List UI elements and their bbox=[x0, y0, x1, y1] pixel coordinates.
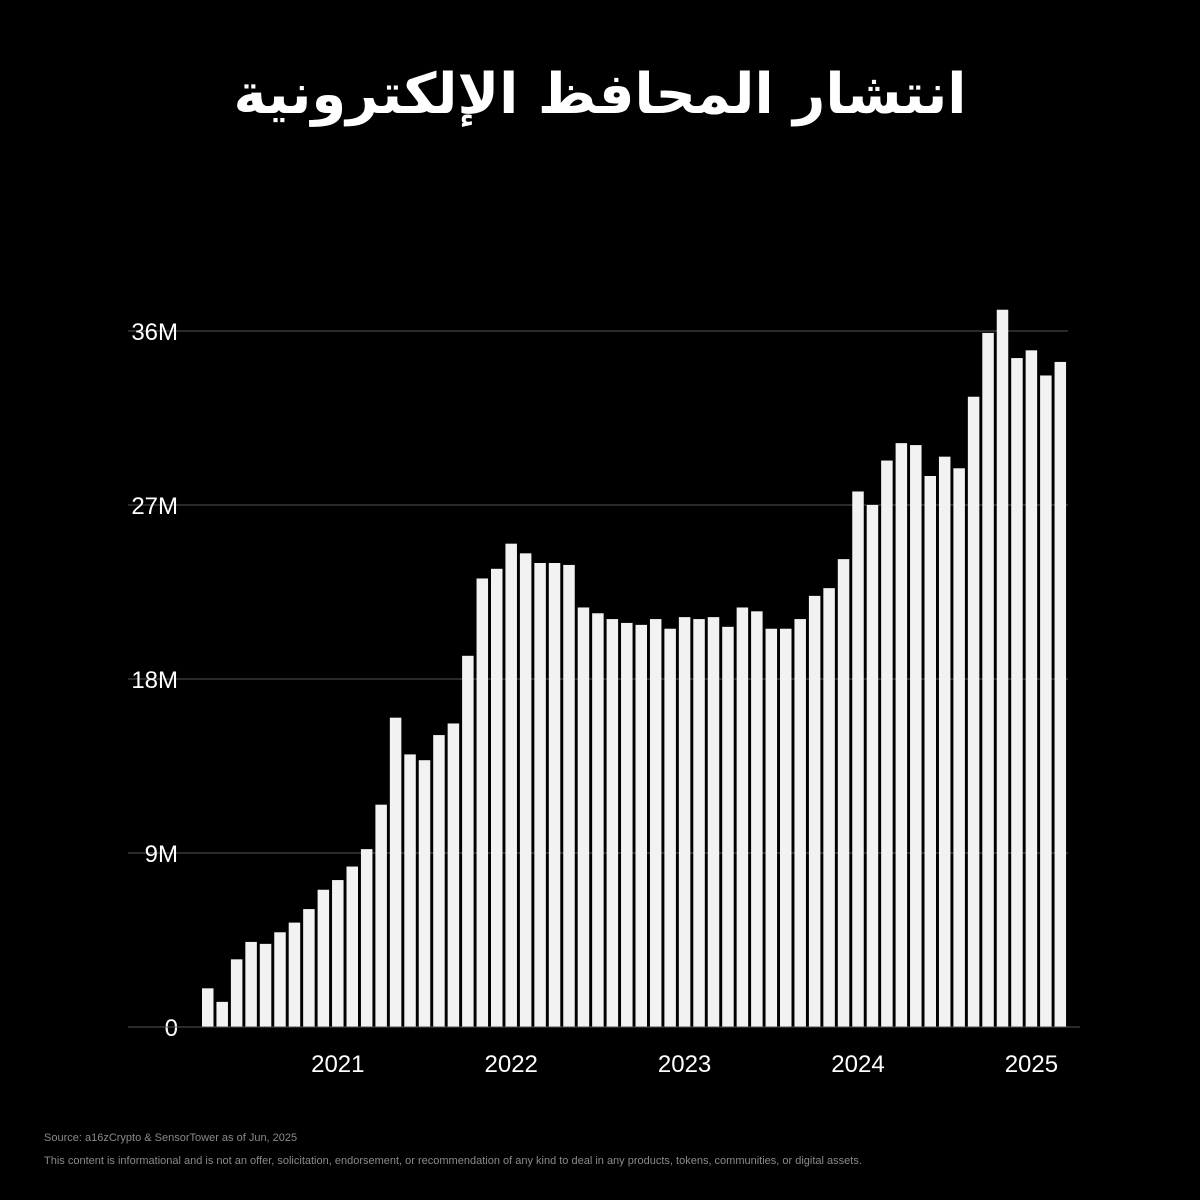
bar bbox=[433, 735, 445, 1027]
bar bbox=[476, 578, 489, 1027]
bar bbox=[303, 909, 315, 1027]
bar bbox=[780, 628, 792, 1027]
bar bbox=[563, 564, 575, 1027]
disclaimer-note: This content is informational and is not… bbox=[44, 1155, 862, 1167]
bar bbox=[794, 619, 806, 1027]
bar bbox=[245, 941, 257, 1027]
bar bbox=[288, 922, 301, 1027]
bar bbox=[491, 568, 503, 1027]
x-tick-label: 2021 bbox=[311, 1051, 364, 1078]
x-axis-tick-labels: 2021 2022 2023 2024 2025 bbox=[311, 1051, 1058, 1078]
bar bbox=[462, 655, 474, 1027]
bar bbox=[924, 476, 936, 1027]
bar bbox=[592, 613, 604, 1027]
bar bbox=[1054, 361, 1067, 1027]
bar bbox=[938, 456, 951, 1027]
bar bbox=[389, 717, 402, 1027]
bar bbox=[621, 622, 633, 1027]
bar bbox=[606, 619, 619, 1027]
bar bbox=[736, 607, 749, 1027]
bar bbox=[678, 617, 691, 1027]
bar bbox=[360, 849, 373, 1027]
x-tick-label: 2024 bbox=[831, 1051, 884, 1078]
bar bbox=[317, 889, 330, 1027]
bar bbox=[808, 595, 821, 1027]
bar bbox=[649, 619, 662, 1027]
bar bbox=[404, 754, 416, 1027]
bars bbox=[202, 309, 1067, 1028]
bar bbox=[982, 332, 994, 1027]
bar bbox=[895, 443, 908, 1027]
x-tick-label: 2023 bbox=[658, 1051, 711, 1078]
bar bbox=[1040, 375, 1052, 1028]
bar bbox=[230, 959, 243, 1027]
bar bbox=[722, 626, 734, 1027]
y-tick-label: 36M bbox=[131, 319, 178, 346]
bar bbox=[635, 624, 647, 1027]
bar bbox=[505, 543, 517, 1027]
bar bbox=[967, 396, 980, 1028]
bar bbox=[1011, 358, 1023, 1027]
y-tick-label: 0 bbox=[165, 1015, 178, 1042]
bar bbox=[953, 468, 965, 1027]
bar bbox=[866, 505, 879, 1027]
chart-title: انتشار المحافظ الإلكترونية bbox=[233, 62, 967, 127]
y-tick-label: 27M bbox=[131, 493, 178, 520]
bar bbox=[519, 553, 532, 1027]
y-axis-tick-labels: 0 9M 18M 27M 36M bbox=[131, 319, 178, 1042]
bar bbox=[332, 880, 344, 1027]
bar bbox=[548, 563, 561, 1027]
bar bbox=[707, 617, 720, 1027]
bar bbox=[1025, 350, 1038, 1028]
bar bbox=[693, 619, 705, 1027]
bar bbox=[216, 1001, 228, 1027]
bar bbox=[852, 491, 864, 1028]
y-tick-label: 9M bbox=[145, 841, 178, 868]
bar bbox=[765, 628, 778, 1027]
bar bbox=[751, 611, 763, 1027]
bar bbox=[881, 460, 893, 1027]
bar bbox=[910, 445, 922, 1027]
bar bbox=[577, 607, 590, 1027]
bar bbox=[418, 760, 431, 1027]
bar bbox=[447, 723, 460, 1027]
bar bbox=[823, 588, 835, 1027]
source-note: Source: a16zCrypto & SensorTower as of J… bbox=[44, 1132, 298, 1144]
y-tick-label: 18M bbox=[131, 667, 178, 694]
bar bbox=[274, 932, 286, 1027]
bar bbox=[534, 563, 546, 1027]
x-tick-label: 2022 bbox=[485, 1051, 538, 1078]
bar bbox=[837, 559, 850, 1027]
bar bbox=[346, 866, 358, 1027]
bar bbox=[202, 988, 214, 1027]
x-tick-label: 2025 bbox=[1005, 1051, 1058, 1078]
bar bbox=[375, 804, 387, 1027]
bar bbox=[996, 309, 1009, 1028]
bar bbox=[259, 943, 272, 1027]
bar bbox=[664, 628, 676, 1027]
